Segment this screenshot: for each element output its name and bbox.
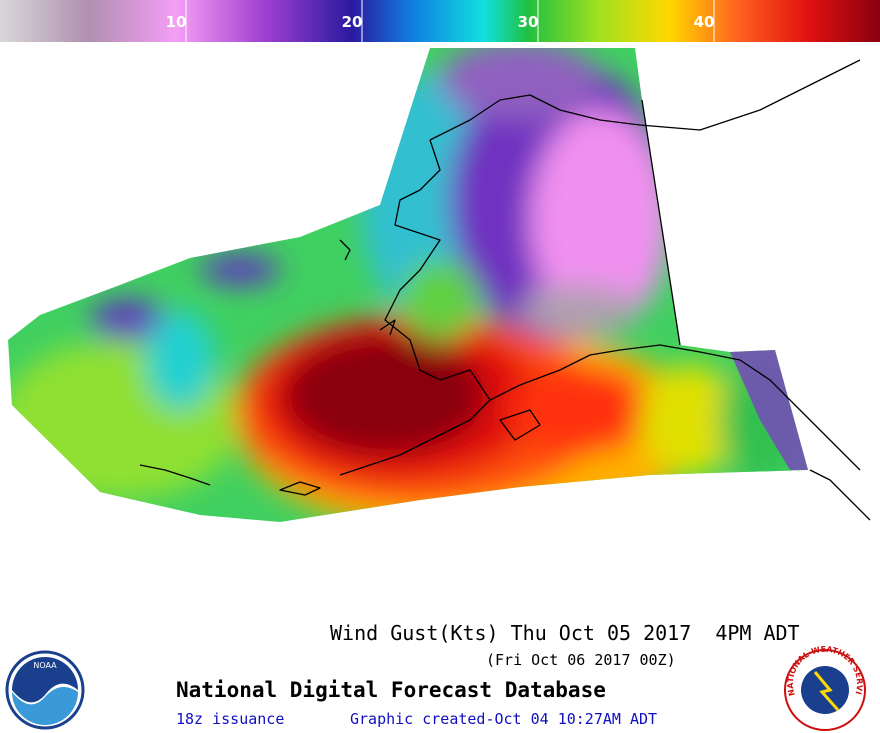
colorbar-tick-label: 40	[694, 13, 715, 31]
noaa-logo: NOAA	[5, 650, 85, 730]
issuance: 18z issuance	[176, 710, 284, 728]
noaa-label: NOAA	[33, 661, 57, 670]
colorbar-tick-label: 20	[342, 13, 363, 31]
map-subtitle: (Fri Oct 06 2017 00Z)	[486, 651, 676, 669]
coastlines	[139, 59, 871, 521]
colorbar-ticks: 10 20 30 40	[166, 0, 715, 42]
colorbar-tick-label: 10	[166, 13, 187, 31]
colorbar	[0, 0, 880, 42]
created-time: Graphic created-Oct 04 10:27AM ADT	[350, 710, 657, 728]
product-name: National Digital Forecast Database	[176, 678, 606, 702]
map-title: Wind Gust(Kts) Thu Oct 05 2017 4PM ADT	[330, 621, 800, 645]
wind-gust-field	[8, 48, 808, 522]
colorbar-tick-label: 30	[518, 13, 539, 31]
